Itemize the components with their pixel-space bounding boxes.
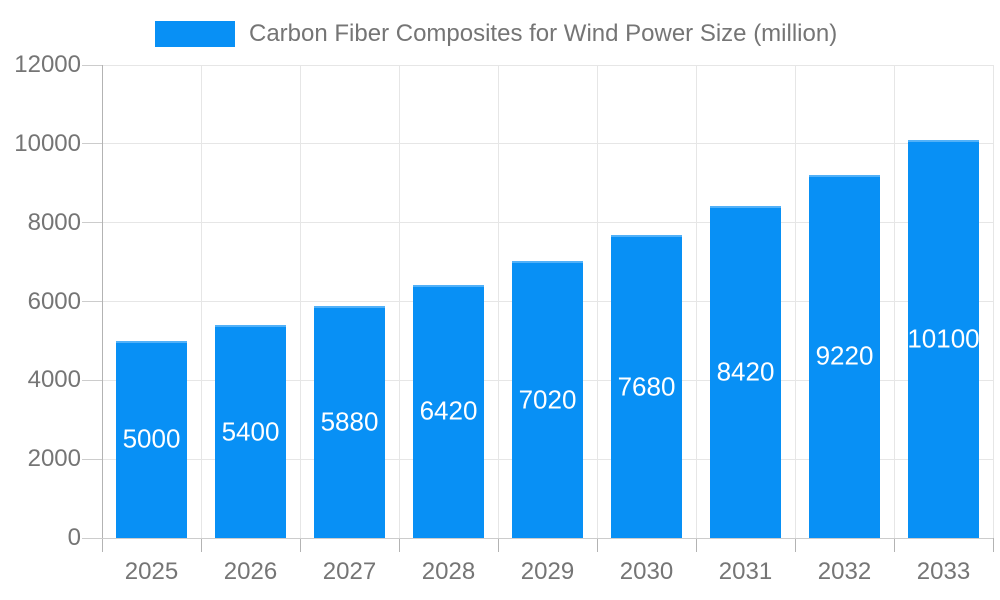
y-tick-mark	[82, 301, 102, 302]
bar[interactable]	[512, 261, 583, 538]
x-axis-tick-label: 2026	[223, 558, 278, 585]
x-axis-tick-label: 2031	[718, 558, 773, 585]
x-tick-mark	[299, 538, 301, 552]
legend[interactable]: Carbon Fiber Composites for Wind Power S…	[155, 20, 837, 48]
bar[interactable]	[215, 325, 286, 538]
x-tick-mark	[695, 538, 697, 552]
x-gridline	[398, 65, 400, 538]
y-gridline	[102, 143, 993, 145]
bar-value-label: 6420	[419, 395, 478, 426]
x-tick-mark	[992, 538, 994, 552]
y-axis-tick-label: 0	[67, 524, 81, 551]
x-gridline	[596, 65, 598, 538]
y-axis-tick-label: 12000	[14, 51, 81, 78]
bar-value-label: 9220	[815, 340, 874, 371]
bar-value-label: 7020	[518, 384, 577, 415]
y-axis-line	[101, 65, 103, 552]
bar[interactable]	[809, 174, 880, 538]
y-axis-tick-label: 2000	[27, 445, 81, 473]
y-tick-mark	[82, 143, 102, 145]
x-gridline	[299, 65, 301, 538]
bar[interactable]	[611, 235, 682, 538]
y-tick-mark	[82, 222, 102, 224]
y-tick-mark	[82, 64, 102, 66]
y-axis-tick-label: 4000	[27, 366, 81, 394]
x-axis-tick-label: 2029	[520, 558, 575, 585]
x-tick-mark	[794, 538, 796, 552]
x-gridline	[497, 65, 499, 538]
bar-value-label: 8420	[716, 356, 775, 387]
x-axis-tick-label: 2025	[124, 558, 179, 585]
y-gridline	[102, 64, 993, 66]
y-axis-tick-label: 6000	[27, 287, 81, 315]
y-tick-mark	[82, 458, 102, 460]
legend-swatch[interactable]	[155, 21, 235, 47]
bar[interactable]	[710, 206, 781, 538]
x-tick-mark	[893, 538, 895, 552]
x-axis-tick-label: 2030	[619, 558, 674, 585]
bar-value-label: 5880	[320, 406, 379, 437]
x-tick-mark	[398, 538, 400, 552]
bar-value-label: 10100	[907, 323, 980, 354]
x-gridline	[893, 65, 895, 538]
x-axis-tick-label: 2028	[421, 558, 476, 585]
y-gridline	[102, 222, 993, 224]
x-gridline	[992, 65, 994, 538]
bar[interactable]	[413, 284, 484, 538]
x-axis-line	[102, 537, 993, 539]
bar[interactable]	[314, 306, 385, 538]
x-gridline	[794, 65, 796, 538]
bar[interactable]	[116, 340, 187, 538]
bar[interactable]	[908, 139, 979, 538]
x-tick-mark	[200, 538, 202, 552]
x-axis-tick-label: 2027	[322, 558, 377, 585]
x-tick-mark	[596, 538, 598, 552]
y-tick-mark	[82, 537, 102, 539]
x-axis-tick-label: 2033	[916, 558, 971, 585]
bar-value-label: 5400	[221, 416, 280, 447]
legend-label: Carbon Fiber Composites for Wind Power S…	[249, 20, 838, 47]
bar-value-label: 5000	[122, 423, 181, 454]
x-tick-mark	[497, 538, 499, 552]
y-tick-mark	[82, 379, 102, 381]
bar-value-label: 7680	[617, 371, 676, 402]
x-gridline	[695, 65, 697, 538]
y-axis-tick-label: 8000	[27, 208, 81, 236]
y-axis-tick-label: 10000	[14, 129, 81, 157]
x-axis-tick-label: 2032	[817, 558, 872, 585]
x-gridline	[200, 65, 202, 538]
